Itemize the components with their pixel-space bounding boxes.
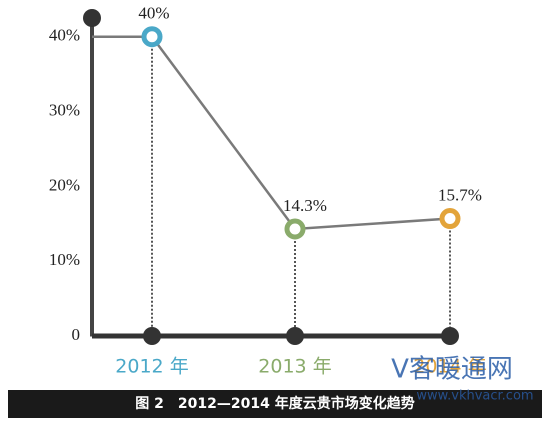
caption: 图 2 2012—2014 年度云贵市场变化趋势 <box>135 395 414 412</box>
x-tick-label: 2012 年 <box>115 356 188 378</box>
x-tick-label: 2014 年 <box>413 356 486 378</box>
point <box>284 218 306 240</box>
point <box>141 26 163 48</box>
watermark: V客暖通网 <box>391 355 513 385</box>
axis-dot <box>286 327 304 345</box>
y-tick-label: 30% <box>49 100 80 119</box>
y-tick-label: 20% <box>49 175 80 194</box>
y-tick-label: 0 <box>72 325 81 344</box>
value-label: 15.7% <box>438 185 482 204</box>
caption-bar <box>8 390 542 418</box>
axis-dot <box>143 327 161 345</box>
point <box>439 208 461 230</box>
axis-end-dot <box>83 9 101 27</box>
x-tick-label: 2013 年 <box>258 356 331 378</box>
watermark-url: www.vkhvacr.com <box>416 389 533 404</box>
axis-dot <box>441 327 459 345</box>
value-label: 40% <box>138 4 169 23</box>
y-tick-label: 10% <box>49 250 80 269</box>
value-label: 14.3% <box>283 196 327 215</box>
y-tick-label: 40% <box>49 26 80 45</box>
